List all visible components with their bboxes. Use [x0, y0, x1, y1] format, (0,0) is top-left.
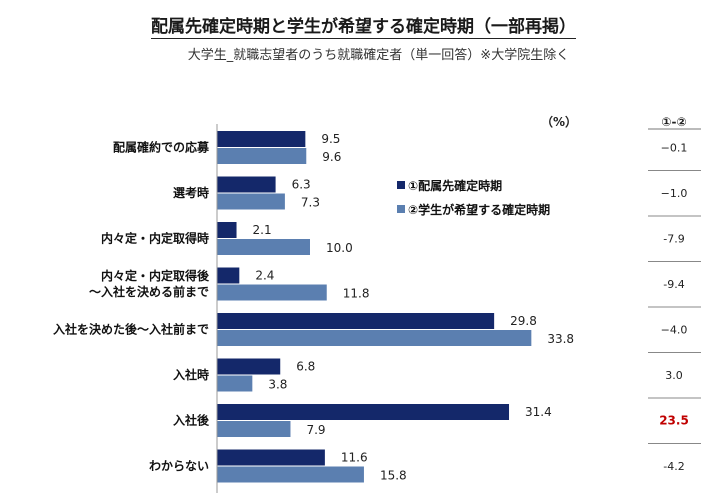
bar-series2: [217, 421, 291, 437]
category-label: わからない: [149, 459, 209, 473]
value-label-series2: 9.6: [322, 150, 341, 164]
difference-header: ①-②: [661, 115, 686, 129]
bar-series2: [217, 148, 307, 164]
bar-series1: [217, 222, 237, 238]
value-label-series2: 3.8: [268, 378, 287, 392]
bar-series1: [217, 358, 281, 375]
bar-series2: [217, 330, 532, 346]
legend-label-series2: ②学生が希望する確定時期: [408, 202, 550, 217]
value-label-series2: 11.8: [343, 287, 370, 301]
value-label-series1: 9.5: [321, 132, 340, 146]
value-label-series2: 10.0: [326, 241, 353, 255]
difference-value: −4.0: [661, 324, 688, 337]
difference-value: −1.0: [661, 187, 688, 200]
difference-value: -9.4: [663, 278, 684, 291]
value-label-series2: 7.9: [306, 423, 325, 437]
bar-series2: [217, 239, 310, 255]
category-label: ～入社を決める前まで: [89, 284, 209, 299]
bar-series2: [217, 193, 285, 210]
value-label-series1: 2.4: [255, 269, 274, 283]
value-label-series1: 29.8: [510, 314, 537, 328]
bar-series2: [217, 284, 327, 301]
category-label: 入社後: [173, 413, 210, 428]
value-label-series2: 15.8: [380, 469, 407, 483]
difference-value: -4.2: [663, 460, 684, 473]
chart-title-text: 配属先確定時期と学生が希望する確定時期（一部再掲）: [151, 17, 576, 39]
value-label-series2: 7.3: [301, 196, 320, 210]
value-label-series2: 33.8: [547, 332, 574, 346]
bar-series1: [217, 449, 325, 466]
bar-series1: [217, 313, 495, 329]
bar-series2: [217, 466, 364, 483]
value-label-series1: 31.4: [525, 405, 552, 419]
difference-value: -7.9: [663, 233, 684, 246]
category-label: 配属確約での応募: [113, 140, 210, 155]
difference-value: 3.0: [665, 369, 683, 382]
bar-series1: [217, 176, 276, 193]
legend-swatch-series1: [397, 181, 405, 189]
category-label: 入社を決めた後～入社前まで: [53, 322, 209, 337]
category-label: 内々定・内定取得後: [101, 268, 210, 283]
difference-value: 23.5: [659, 414, 689, 428]
value-label-series1: 2.1: [253, 223, 272, 237]
value-label-series1: 6.3: [292, 178, 311, 192]
value-label-series1: 6.8: [296, 360, 315, 374]
chart-title: 配属先確定時期と学生が希望する確定時期（一部再掲）: [0, 12, 727, 39]
legend-label-series1: ①配属先確定時期: [408, 178, 502, 193]
bar-series1: [217, 267, 240, 284]
bar-series2: [217, 375, 253, 392]
category-label: 内々定・内定取得時: [101, 231, 209, 246]
bar-series1: [217, 131, 306, 147]
legend-swatch-series2: [397, 205, 405, 213]
bar-series1: [217, 404, 510, 420]
difference-value: −0.1: [661, 142, 688, 155]
category-label: 入社時: [173, 367, 209, 382]
chart-subtitle: 大学生_就職志望者のうち就職確定者（単一回答）※大学院生除く: [187, 48, 570, 63]
unit-label: （%）: [541, 114, 577, 129]
category-label: 選考時: [173, 185, 209, 200]
value-label-series1: 11.6: [341, 451, 368, 465]
